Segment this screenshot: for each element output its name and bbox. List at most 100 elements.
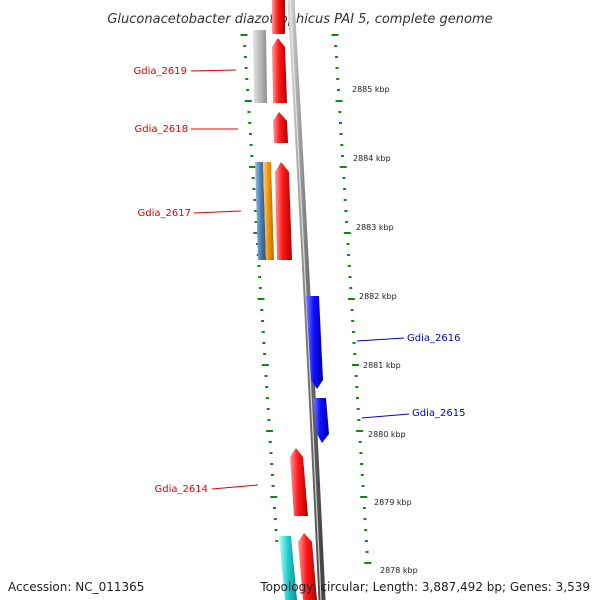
ruler-dot (267, 419, 271, 421)
ruler-dot (250, 155, 254, 157)
ruler-dot (358, 441, 362, 443)
gene-label-gdia-2614[interactable]: Gdia_2614 (155, 484, 208, 495)
gene-label-gdia-2618[interactable]: Gdia_2618 (135, 124, 188, 135)
ruler-dot (265, 397, 269, 399)
ruler-dot (363, 518, 367, 520)
ruler-dot (261, 320, 264, 322)
ruler-dot (339, 133, 343, 135)
ruler-dot (258, 276, 262, 278)
feature-grey-top[interactable] (253, 30, 267, 103)
leader-line-gdia-2617 (193, 210, 242, 214)
leader-line-gdia-2614 (211, 484, 259, 490)
ruler-dot (346, 243, 350, 245)
ruler-dot (246, 89, 250, 91)
gene-arrow-gdia-2616[interactable] (306, 296, 323, 389)
ruler-dot (357, 419, 361, 421)
gene-label-gdia-2617[interactable]: Gdia_2617 (138, 208, 191, 219)
ruler-dot (342, 177, 346, 179)
accession-text: Accession: NC_011365 (8, 580, 145, 594)
gene-arrow-gdia-2615[interactable] (313, 398, 329, 443)
gene-label-gdia-2619[interactable]: Gdia_2619 (134, 66, 187, 77)
ruler-dot (243, 45, 247, 47)
ruler-dot (334, 45, 338, 47)
ruler-dot (334, 56, 338, 58)
ruler-dot (356, 408, 360, 410)
ruler-dot (271, 485, 275, 487)
ruler-dot (350, 309, 354, 311)
ruler-dot (275, 540, 279, 542)
ruler-dot (243, 56, 247, 58)
ruler-dot (253, 210, 257, 212)
ruler-dot (356, 397, 359, 399)
ruler-dot (349, 287, 353, 289)
ruler-dot (248, 133, 252, 135)
ruler-dot (264, 375, 268, 377)
ruler-dot (360, 496, 368, 498)
ruler-dot (266, 430, 274, 432)
ruler-dot (364, 540, 368, 542)
ruler-dot (251, 177, 255, 179)
ruler-dot (340, 144, 344, 146)
gene-arrow-gdia-2618[interactable] (273, 112, 288, 143)
ruler-dot (266, 408, 270, 410)
ruler-dot (240, 34, 248, 36)
feature-cyan-block[interactable] (279, 536, 297, 600)
ruler-dot (343, 232, 351, 234)
scale-tick-label: 2882 kbp (359, 292, 397, 301)
ruler-dot (352, 342, 356, 344)
ruler-dot (336, 89, 340, 91)
ruler-dot (268, 441, 272, 443)
ruler-dot (335, 67, 339, 69)
gene-arrow-gdia-2617[interactable] (275, 162, 292, 260)
ruler-dot (343, 188, 347, 190)
ruler-dot (347, 254, 351, 256)
ruler-dot (351, 320, 355, 322)
ruler-dot (364, 529, 368, 531)
ruler-dot (359, 452, 363, 454)
ruler-dot (253, 232, 261, 234)
ruler-dot (273, 518, 277, 520)
ruler-dot (362, 507, 366, 509)
ruler-dot (248, 122, 252, 124)
scale-labels: 2885 kbp 2884 kbp 2883 kbp 2882 kbp 2881… (352, 85, 418, 575)
ruler-dot (270, 474, 274, 476)
ruler-dot (356, 430, 364, 432)
gene-arrow-gdia-2614[interactable] (290, 448, 308, 516)
ruler-dot (244, 67, 248, 69)
ruler-dot (252, 188, 256, 190)
ruler-dot (249, 166, 256, 168)
gene-label-gdia-2616[interactable]: Gdia_2616 (407, 333, 460, 344)
topology-text: Topology: circular; Length: 3,887,492 bp… (260, 580, 590, 594)
ruler-dot (336, 78, 340, 80)
ruler-dot (262, 342, 266, 344)
ruler-dot (257, 298, 265, 300)
ruler-dot (261, 331, 265, 333)
feature-orange-block[interactable] (263, 162, 274, 260)
ruler-dot (351, 331, 355, 333)
gene-label-gdia-2615[interactable]: Gdia_2615 (412, 408, 465, 419)
ruler-dot (355, 386, 359, 388)
ruler-dot (253, 199, 257, 201)
feature-red-bottom-arrow[interactable] (298, 533, 317, 600)
ruler-dot (261, 364, 269, 366)
ruler-dot (331, 34, 339, 36)
ruler-dot (270, 463, 274, 465)
ruler-dot (245, 78, 249, 80)
leader-line-gdia-2619 (190, 69, 237, 72)
ruler-dot (260, 309, 264, 311)
ruler-dot (354, 375, 358, 377)
scale-tick-label: 2880 kbp (368, 430, 406, 439)
ruler-dot (348, 276, 352, 278)
ruler-dot (360, 474, 364, 476)
ruler-dot (249, 144, 253, 146)
feature-red-top-thin[interactable] (272, 0, 285, 34)
outer-dotted-ruler (240, 34, 279, 542)
gene-arrow-gdia-2619[interactable] (272, 38, 287, 103)
ruler-dot (338, 111, 342, 113)
feature-steel-block[interactable] (255, 162, 266, 260)
ruler-dot (353, 353, 357, 355)
ruler-dot (244, 100, 252, 102)
ruler-dot (361, 485, 365, 487)
ruler-dot (265, 386, 269, 388)
